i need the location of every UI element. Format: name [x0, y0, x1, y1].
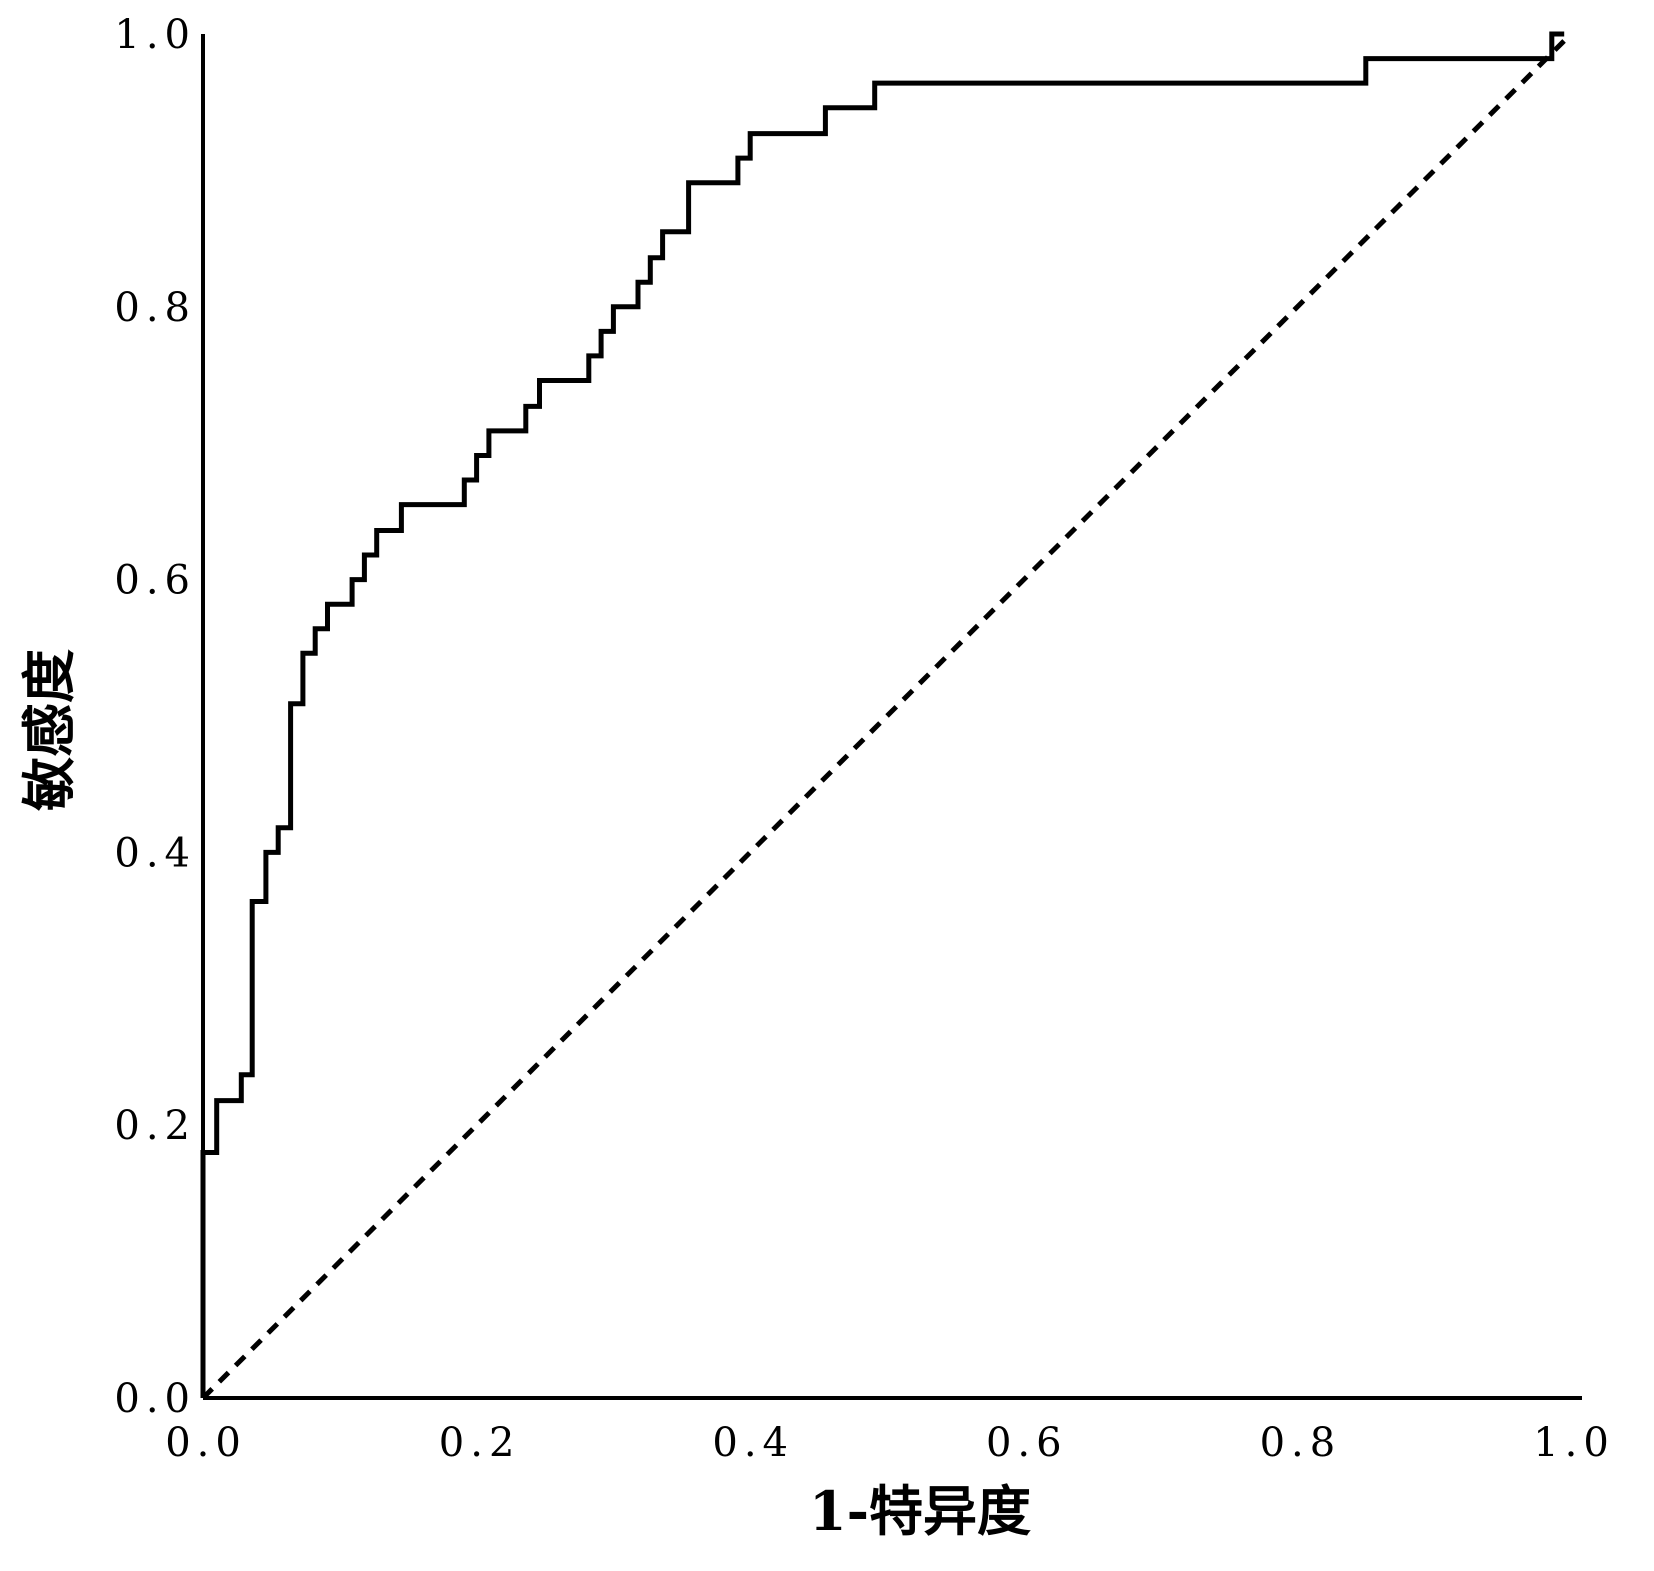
x-tick-label: 0.6 [986, 1420, 1068, 1466]
x-tick-label: 0.8 [1260, 1420, 1342, 1466]
x-tick-label: 0.4 [712, 1420, 794, 1466]
y-tick-label: 0.8 [114, 285, 196, 331]
series-layer [200, 31, 1573, 1400]
y-tick-label: 0.0 [114, 1376, 196, 1422]
x-axis-title: 1-特异度 [809, 1479, 1031, 1543]
x-tick-label: 0.2 [439, 1420, 521, 1466]
y-tick-label: 1.0 [114, 12, 196, 58]
y-axis-title: 敏感度 [17, 649, 81, 811]
x-tick-label: 1.0 [1533, 1420, 1615, 1466]
x-tick-label: 0.0 [165, 1420, 247, 1466]
y-tick-label: 0.2 [114, 1103, 196, 1149]
x-tick-labels: 0.0 0.2 0.4 0.6 0.8 1.0 [165, 1420, 1615, 1466]
reference-diagonal-line [201, 32, 1573, 1400]
y-tick-labels: 0.0 0.2 0.4 0.6 0.8 1.0 [114, 12, 196, 1422]
y-tick-label: 0.4 [114, 830, 196, 876]
roc-curve-line [200, 31, 1565, 1398]
y-tick-label: 0.6 [114, 558, 196, 604]
